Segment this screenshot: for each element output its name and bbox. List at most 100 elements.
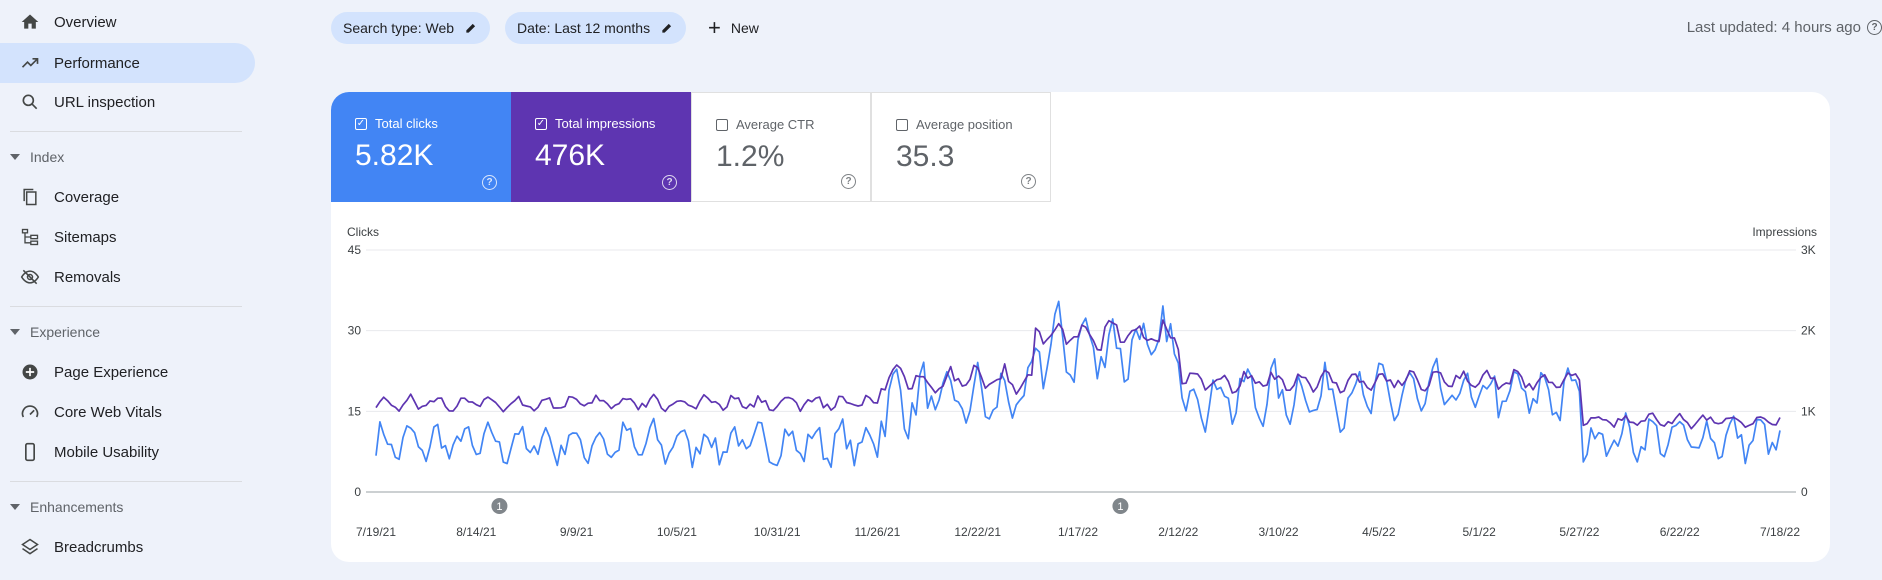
search-icon <box>20 92 40 112</box>
left-axis-label: Clicks <box>347 225 379 239</box>
sidebar-item-label: URL inspection <box>54 93 156 111</box>
series-line-impressions <box>375 319 1781 430</box>
annotation-circle <box>1112 498 1129 514</box>
annotation-label: 1 <box>1117 501 1123 513</box>
sidebar-item-sitemaps[interactable]: Sitemaps <box>0 217 255 257</box>
left-tick-label: 45 <box>348 243 362 257</box>
x-tick-label: 1/17/22 <box>1058 525 1098 539</box>
x-tick-label: 8/14/21 <box>456 525 496 539</box>
sidebar-item-label: Core Web Vitals <box>54 403 162 421</box>
section-title: Index <box>30 149 65 165</box>
metric-average-position[interactable]: Average position 35.3 ? <box>871 92 1051 202</box>
checkbox-unchecked-icon[interactable] <box>896 118 908 131</box>
right-tick-label: 2K <box>1801 324 1816 338</box>
annotation-marker[interactable]: 1 <box>491 498 508 514</box>
sidebar-item-label: Removals <box>54 268 121 286</box>
sidebar-divider <box>10 131 242 132</box>
left-tick-label: 15 <box>348 404 362 418</box>
right-tick-label: 0 <box>1801 485 1808 499</box>
sidebar-item-label: Page Experience <box>54 363 169 381</box>
plus-circle-icon <box>20 362 40 382</box>
x-tick-label: 10/5/21 <box>657 525 697 539</box>
section-enhancements[interactable]: Enhancements <box>10 495 123 519</box>
help-icon[interactable]: ? <box>1021 174 1036 189</box>
sidebar-item-core-web-vitals[interactable]: Core Web Vitals <box>0 392 255 432</box>
last-updated-text: Last updated: 4 hours ago <box>1686 19 1861 36</box>
x-tick-label: 7/19/21 <box>356 525 396 539</box>
help-icon[interactable]: ? <box>482 175 497 190</box>
new-filter-button[interactable]: + New <box>708 12 759 44</box>
metric-label: Total clicks <box>375 116 438 131</box>
section-title: Experience <box>30 324 101 340</box>
edit-icon <box>466 23 476 33</box>
home-icon <box>20 12 40 32</box>
annotation-label: 1 <box>496 501 502 513</box>
metric-value: 5.82K <box>355 139 434 172</box>
metric-total-clicks[interactable]: ✓ Total clicks 5.82K ? <box>331 92 511 202</box>
plus-icon: + <box>708 15 721 40</box>
x-tick-label: 4/5/22 <box>1362 525 1396 539</box>
help-icon[interactable]: ? <box>662 175 677 190</box>
caret-down-icon <box>10 154 20 160</box>
checkbox-unchecked-icon[interactable] <box>716 118 728 131</box>
series-line-clicks <box>375 300 1781 469</box>
x-tick-label: 7/18/22 <box>1760 525 1800 539</box>
left-tick-label: 0 <box>354 485 361 499</box>
x-tick-label: 5/27/22 <box>1559 525 1599 539</box>
date-range-chip[interactable]: Date: Last 12 months <box>505 12 687 44</box>
metric-label: Average CTR <box>736 117 815 132</box>
checkbox-checked-icon[interactable]: ✓ <box>535 117 547 130</box>
caret-down-icon <box>10 329 20 335</box>
right-tick-label: 3K <box>1801 243 1816 257</box>
metric-label: Total impressions <box>555 116 656 131</box>
x-tick-label: 5/1/22 <box>1462 525 1496 539</box>
section-title: Enhancements <box>30 499 124 515</box>
metric-value: 1.2% <box>716 140 785 173</box>
x-tick-label: 10/31/21 <box>754 525 801 539</box>
x-tick-label: 9/9/21 <box>560 525 594 539</box>
sidebar-item-overview[interactable]: Overview <box>0 2 255 42</box>
chip-label: Date: Last 12 months <box>517 20 651 36</box>
left-tick-label: 30 <box>348 324 362 338</box>
right-tick-label: 1K <box>1801 404 1816 418</box>
sidebar-item-removals[interactable]: Removals <box>0 257 255 297</box>
x-tick-label: 2/12/22 <box>1158 525 1198 539</box>
sidebar-item-performance[interactable]: Performance <box>0 43 255 83</box>
metric-label: Average position <box>916 117 1013 132</box>
search-type-chip[interactable]: Search type: Web <box>331 12 491 44</box>
right-axis-label: Impressions <box>1752 225 1817 239</box>
annotation-circle <box>491 498 508 514</box>
sidebar-item-label: Performance <box>54 54 140 72</box>
checkbox-checked-icon[interactable]: ✓ <box>355 117 367 130</box>
sitemap-icon <box>20 227 40 247</box>
chip-label: Search type: Web <box>343 20 455 36</box>
sidebar: Overview Performance URL inspection Inde… <box>0 0 258 580</box>
phone-icon <box>20 442 40 462</box>
last-updated: Last updated: 4 hours ago ? <box>1687 19 1882 36</box>
caret-down-icon <box>10 504 20 510</box>
metric-average-ctr[interactable]: Average CTR 1.2% ? <box>691 92 871 202</box>
sidebar-item-label: Overview <box>54 13 117 31</box>
metric-value: 35.3 <box>896 140 955 173</box>
section-index[interactable]: Index <box>10 145 64 169</box>
annotation-marker[interactable]: 1 <box>1112 498 1129 514</box>
help-icon[interactable]: ? <box>1867 20 1882 35</box>
sidebar-item-mobile-usability[interactable]: Mobile Usability <box>0 432 255 472</box>
performance-card: ✓ Total clicks 5.82K ? ✓ Total impressions… <box>331 92 1830 562</box>
section-experience[interactable]: Experience <box>10 320 100 344</box>
x-tick-label: 6/22/22 <box>1660 525 1700 539</box>
help-icon[interactable]: ? <box>841 174 856 189</box>
metric-total-impressions[interactable]: ✓ Total impressions 476K ? <box>511 92 691 202</box>
sidebar-item-label: Coverage <box>54 188 120 206</box>
sidebar-item-label: Mobile Usability <box>54 443 160 461</box>
trending-up-icon <box>20 53 40 73</box>
sidebar-item-coverage[interactable]: Coverage <box>0 177 255 217</box>
performance-chart: Clicks Impressions 45 3K 30 2K 15 1K 0 0 7/19/21… <box>347 225 1817 539</box>
x-tick-label: 11/26/21 <box>855 525 901 539</box>
eye-off-icon <box>20 267 40 287</box>
layers-icon <box>20 537 40 557</box>
sidebar-item-url-inspection[interactable]: URL inspection <box>0 82 255 122</box>
sidebar-item-page-experience[interactable]: Page Experience <box>0 352 255 392</box>
sidebar-item-breadcrumbs[interactable]: Breadcrumbs <box>0 527 255 567</box>
edit-icon <box>662 23 672 33</box>
